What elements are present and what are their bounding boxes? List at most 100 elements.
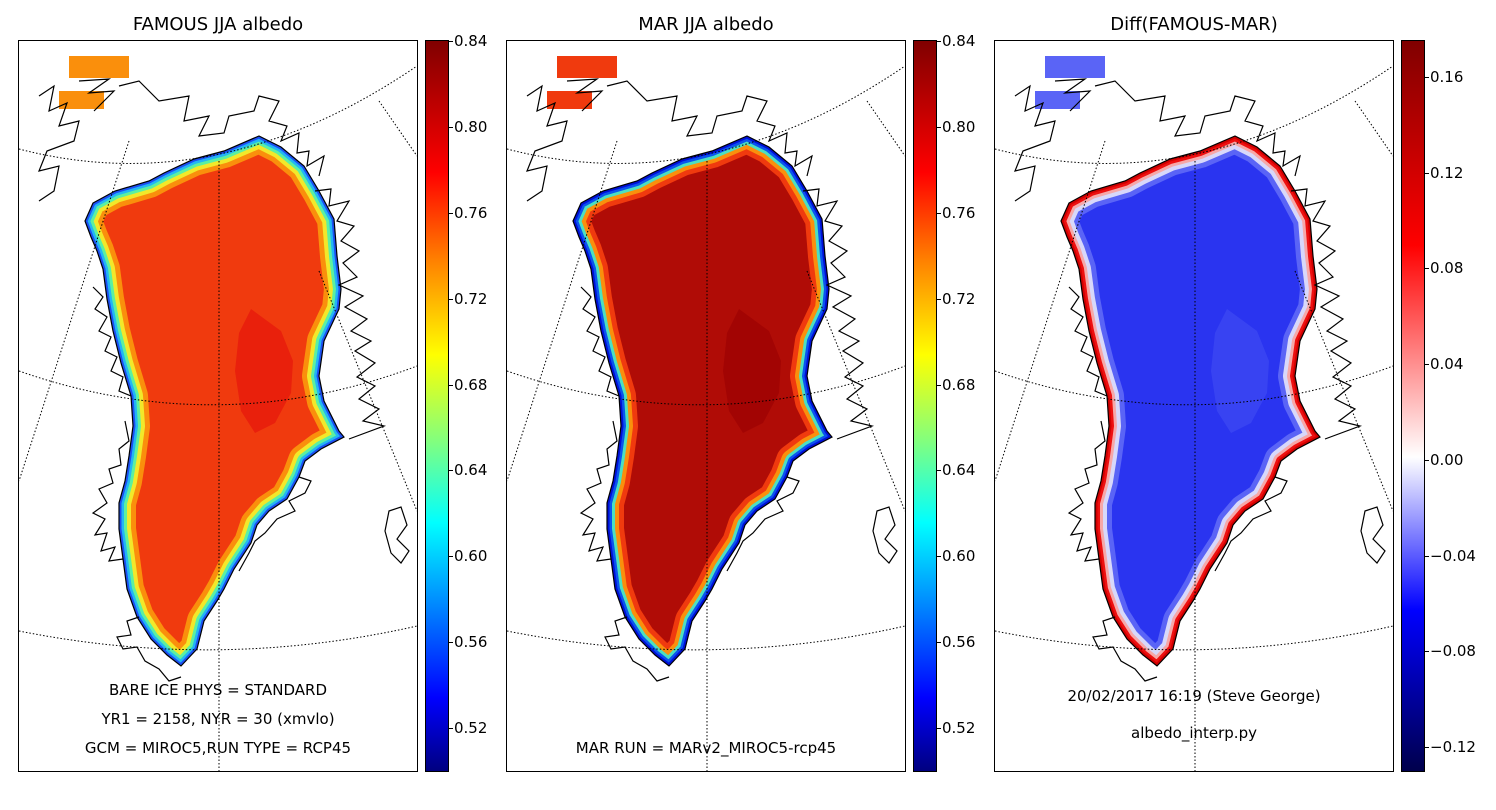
map-frame — [506, 40, 906, 772]
graticule-line — [19, 365, 417, 406]
colorbar-tick-label: 0.52 — [454, 719, 488, 738]
colorbar-tick-label: 0.76 — [454, 203, 488, 222]
greenland-map — [995, 56, 1393, 771]
colorbar: 0.84 0.80 0.76 0.72 0.68 0.64 0.60 0.56 0.52 — [913, 32, 975, 772]
colorbar-tick-mark — [1424, 459, 1429, 461]
colorbar-tick-mark — [1424, 172, 1429, 174]
map-frame — [994, 40, 1394, 772]
famous-albedo-panel: FAMOUS JJA albedo BARE ICE PHYS = STANDA… — [18, 0, 488, 810]
graticule-line — [995, 365, 1393, 406]
colorbar-tick-label: −0.12 — [1430, 738, 1476, 757]
interior-core — [723, 309, 781, 433]
colorbar-tick-mark — [448, 556, 453, 558]
panel-title: MAR JJA albedo — [638, 14, 774, 35]
colorbar-tick-label: 0.80 — [454, 117, 488, 136]
colorbar-tick-mark — [1424, 555, 1429, 557]
colorbar-tick-mark — [448, 126, 453, 128]
graticule-line — [19, 140, 130, 482]
colorbar-tick-mark — [448, 384, 453, 386]
annotation-line-3: GCM = MIROC5,RUN TYPE = RCP45 — [84, 739, 352, 757]
colorbar-tick-mark — [936, 126, 941, 128]
greenland-map — [19, 56, 417, 771]
coastline — [572, 135, 833, 667]
coastline — [1060, 135, 1321, 667]
colorbar-tick-label: 0.68 — [942, 375, 976, 394]
graticule-line — [995, 140, 1106, 482]
map-frame — [18, 40, 418, 772]
graticule-line — [507, 140, 618, 482]
colorbar-tick-mark — [448, 470, 453, 472]
ice-cap — [1045, 56, 1105, 78]
colorbar-tick-label: 0.04 — [1430, 355, 1464, 374]
interior-core — [1211, 309, 1269, 433]
ice-cap — [547, 91, 592, 109]
graticule-line — [995, 65, 1393, 164]
annotation-line-1: MAR RUN = MARv2_MIROC5-rcp45 — [575, 739, 837, 757]
graticule-line — [507, 365, 905, 406]
mar-albedo-panel: MAR JJA albedo MAR RUN = MARv2_MIROC5-rc… — [506, 0, 976, 810]
colorbar-tick-label: 0.64 — [942, 461, 976, 480]
colorbar-tick-mark — [1424, 364, 1429, 366]
colorbar-tick-label: 0.64 — [454, 461, 488, 480]
colorbar-tick-label: 0.52 — [942, 719, 976, 738]
colorbar-tick-mark — [936, 642, 941, 644]
colorbar-tick-mark — [448, 41, 453, 42]
colorbar-tick-mark — [936, 728, 941, 730]
graticule-line — [19, 625, 417, 651]
ice-sheet-field — [1061, 136, 1320, 666]
colorbar-tick-label: 0.80 — [942, 117, 976, 136]
colorbar-tick-label: 0.16 — [1430, 67, 1464, 86]
colorbar: 0.84 0.80 0.76 0.72 0.68 0.64 0.60 0.56 0.52 — [425, 32, 487, 772]
colorbar: 0.16 0.12 0.08 0.04 0.00 −0.04 −0.08 −0.12 — [1401, 40, 1476, 772]
colorbar-tick-mark — [936, 212, 941, 214]
colorbar-tick-label: 0.84 — [942, 32, 976, 50]
ice-cap — [1035, 91, 1080, 109]
coastline — [84, 135, 345, 667]
colorbar-tick-mark — [448, 642, 453, 644]
ice-sheet-field — [573, 136, 832, 666]
colorbar-tick-mark — [448, 212, 453, 214]
graticule-line — [19, 65, 417, 164]
colorbar-tick-label: 0.08 — [1430, 259, 1464, 278]
graticule-line — [1354, 100, 1393, 157]
colorbar-tick-label: 0.00 — [1430, 450, 1464, 469]
colorbar-tick-label: −0.08 — [1430, 642, 1476, 661]
graticule-line — [995, 625, 1393, 651]
colorbar-tick-mark — [936, 556, 941, 558]
colorbar-tick-mark — [936, 384, 941, 386]
coastline-fjords — [38, 78, 410, 682]
graticule-line — [507, 625, 905, 651]
coastline-fjords — [526, 78, 898, 682]
colorbar-tick-label: 0.84 — [454, 32, 488, 50]
interior-core — [235, 309, 293, 433]
annotation-line-1: BARE ICE PHYS = STANDARD — [109, 681, 327, 699]
colorbar-tick-mark — [1424, 76, 1429, 78]
colorbar-tick-mark — [1424, 747, 1429, 749]
annotation-line-2: YR1 = 2158, NYR = 30 (xmvlo) — [101, 710, 335, 728]
colorbar-tick-label: −0.04 — [1430, 546, 1476, 565]
colorbar-tick-label: 0.60 — [454, 547, 488, 566]
greenland-map — [507, 56, 905, 771]
colorbar-tick-label: 0.56 — [942, 633, 976, 652]
ice-sheet-field — [85, 136, 344, 666]
colorbar-tick-mark — [936, 470, 941, 472]
colorbar-tick-mark — [448, 298, 453, 300]
colorbar-tick-mark — [448, 728, 453, 730]
ice-cap — [557, 56, 617, 78]
annotation-line-2: albedo_interp.py — [1131, 724, 1257, 742]
colorbar-tick-mark — [1424, 651, 1429, 653]
colorbar-tick-label: 0.60 — [942, 547, 976, 566]
annotation-line-1: 20/02/2017 16:19 (Steve George) — [1067, 687, 1321, 705]
colorbar-tick-label: 0.12 — [1430, 163, 1464, 182]
colorbar-tick-label: 0.56 — [454, 633, 488, 652]
colorbar-tick-label: 0.68 — [454, 375, 488, 394]
coastline-fjords — [1014, 78, 1386, 682]
graticule-line — [866, 100, 905, 157]
ice-cap — [69, 56, 129, 78]
colorbar-tick-mark — [936, 298, 941, 300]
colorbar-tick-mark — [936, 41, 941, 42]
colorbar-tick-label: 0.72 — [942, 289, 976, 308]
graticule-line — [378, 100, 417, 157]
graticule-line — [507, 65, 905, 164]
panel-title: Diff(FAMOUS-MAR) — [1110, 14, 1278, 35]
